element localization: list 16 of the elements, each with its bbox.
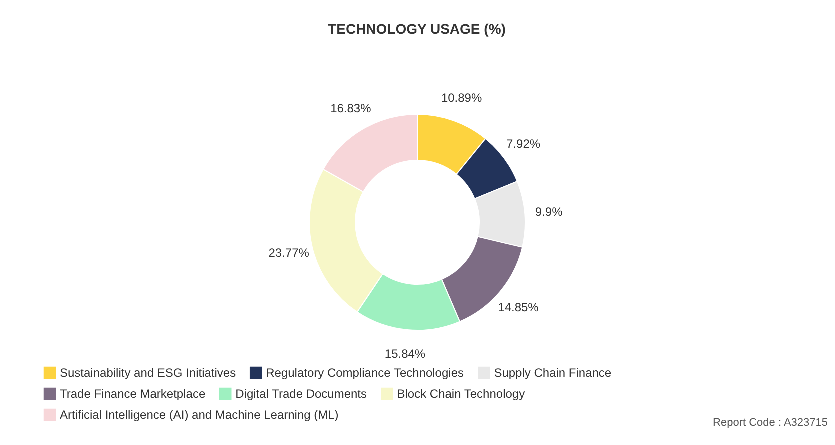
data-label: 15.84% (384, 346, 426, 361)
legend-label: Regulatory Compliance Technologies (266, 366, 464, 380)
legend-label: Trade Finance Marketplace (60, 387, 206, 401)
data-label: 23.77% (268, 246, 310, 260)
legend-label: Block Chain Technology (397, 387, 526, 401)
legend-label: Sustainability and ESG Initiatives (60, 366, 236, 380)
legend-label: Artificial Intelligence (AI) and Machine Learning (ML) (60, 408, 339, 422)
data-label: 14.85% (498, 300, 540, 314)
legend-label: Digital Trade Documents (236, 387, 368, 401)
data-label: 10.89% (441, 91, 482, 106)
legend-label: Supply Chain Finance (494, 366, 612, 380)
chart-title: TECHNOLOGY USAGE (%) (328, 21, 506, 37)
data-label: 7.92% (506, 136, 541, 151)
text: Report Code : A323715 (713, 417, 828, 429)
data-label: 9.9% (535, 205, 564, 220)
data-label: 16.83% (330, 102, 372, 116)
